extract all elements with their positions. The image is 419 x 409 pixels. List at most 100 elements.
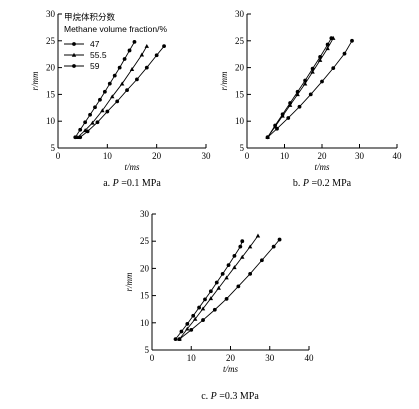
chart-a-caption: a. P =0.1 MPa <box>103 178 161 189</box>
chart-a-y-tick-label: 5 <box>51 143 56 153</box>
chart-b-point <box>329 36 334 41</box>
chart-b-point <box>303 78 308 83</box>
chart-b-point <box>295 89 300 94</box>
chart-a-legend-entry: 47 <box>90 39 100 49</box>
chart-c-point <box>208 296 214 301</box>
chart-c-point <box>191 313 196 318</box>
chart-c-y-tick-label: 10 <box>140 318 150 328</box>
chart-c-y-tick-label: 15 <box>140 291 150 301</box>
chart-a-point <box>117 65 122 70</box>
chart-a: 5 10 15 20 25 30 0 10 20 30 t/ms r/mm 甲烷体积分数 Methane … <box>30 9 211 189</box>
chart-b-ylabel: r/mm <box>219 71 229 91</box>
chart-c-ylabel: r/mm <box>124 272 134 292</box>
chart-a-x-tick-label: 20 <box>152 151 162 161</box>
chart-c-point <box>197 305 202 310</box>
chart-b-x-tick-label: 30 <box>355 151 365 161</box>
chart-b-x-tick-label: 20 <box>318 151 328 161</box>
chart-c-point <box>185 321 190 326</box>
chart-a-point <box>127 48 132 53</box>
chart-a-x-tick-label: 0 <box>56 151 61 161</box>
chart-a-y-tick-label: 25 <box>46 36 56 46</box>
chart-b: 5 10 15 20 25 30 0 10 20 30 40 t/ms r/mm b. P =0.2 MP… <box>219 9 402 189</box>
chart-c-caption: c. P =0.3 MPa <box>201 391 259 402</box>
chart-b-point <box>310 69 315 74</box>
chart-a-point <box>100 108 105 113</box>
chart-b-point <box>320 79 324 84</box>
chart-b-point <box>265 135 270 140</box>
chart-a-series-55.5 <box>75 43 149 140</box>
chart-a-x-tick-label: 10 <box>103 151 113 161</box>
chart-c-series-55.5 <box>177 233 261 341</box>
chart-a-legend-marker <box>72 42 76 46</box>
chart-b-series-47 <box>265 38 354 140</box>
chart-b-point <box>318 54 323 59</box>
chart-c-point <box>238 244 243 249</box>
chart-c-point <box>212 307 217 312</box>
chart-a-point <box>90 120 95 125</box>
chart-b-point <box>325 46 330 51</box>
chart-c-point <box>226 263 231 268</box>
chart-b-y-tick-label: 10 <box>235 116 245 126</box>
chart-a-point <box>139 52 145 57</box>
chart-b-series-59 <box>265 36 334 140</box>
chart-a-y-tick-label: 15 <box>46 89 56 99</box>
chart-a-point <box>154 53 159 58</box>
chart-a-point <box>105 109 110 114</box>
chart-c-point <box>201 318 205 322</box>
chart-c-series-59 <box>173 239 245 342</box>
chart-b-point <box>280 112 285 117</box>
chart-b-caption: b. P =0.2 MPa <box>293 178 352 189</box>
chart-b-point <box>273 123 278 128</box>
chart-a-legend-entry: 55.5 <box>90 50 107 60</box>
chart-c-point <box>240 239 245 244</box>
chart-a-point <box>132 39 137 44</box>
chart-a-legend-title-en: Methane volume fraction/% <box>64 24 167 34</box>
chart-c-point <box>247 244 253 249</box>
chart-b-point <box>342 51 347 56</box>
chart-c-point <box>173 337 178 342</box>
chart-a-point <box>73 135 78 140</box>
chart-a-point <box>98 97 102 102</box>
chart-a-legend-title-cn: 甲烷体积分数 <box>64 12 116 22</box>
chart-b-x-tick-label: 0 <box>245 151 250 161</box>
chart-b-point <box>325 42 330 47</box>
chart-c-point <box>277 237 282 242</box>
chart-c-point <box>224 275 229 280</box>
chart-b-series-line <box>267 37 332 138</box>
chart-c-x-tick-label: 20 <box>226 353 236 363</box>
chart-a-point <box>82 128 88 133</box>
chart-a-point <box>162 44 166 49</box>
chart-c-point <box>220 271 225 276</box>
chart-a-legend-marker <box>71 52 77 57</box>
chart-c-point <box>232 253 237 258</box>
chart-b-x-tick-label: 10 <box>280 151 290 161</box>
chart-b-point <box>302 81 308 86</box>
chart-c-point <box>236 284 241 289</box>
chart-c-x-tick-label: 30 <box>265 353 275 363</box>
chart-a-ylabel: r/mm <box>30 71 40 91</box>
chart-a-point <box>110 94 115 99</box>
chart-c-series-line <box>179 239 280 340</box>
chart-c-point <box>224 296 229 301</box>
chart-c-y-tick-label: 30 <box>140 209 150 219</box>
chart-a-point <box>88 112 92 117</box>
chart-b-point <box>317 57 323 62</box>
chart-c-point <box>192 316 198 321</box>
chart-a-series-line <box>77 45 148 138</box>
chart-c-x-tick-label: 40 <box>305 353 315 363</box>
chart-c-y-tick-label: 5 <box>145 345 150 355</box>
chart-a-point <box>85 129 90 134</box>
chart-b-y-tick-label: 30 <box>235 9 245 19</box>
chart-a-point <box>119 81 125 86</box>
chart-c-point <box>177 336 182 341</box>
chart-b-y-tick-label: 5 <box>240 143 245 153</box>
chart-c-point <box>271 244 276 249</box>
chart-c-point <box>255 233 261 238</box>
chart-a-point <box>112 73 117 78</box>
chart-c-point <box>189 327 194 332</box>
chart-c-y-tick-label: 25 <box>140 236 150 246</box>
chart-a-point <box>122 57 127 61</box>
chart-a-point <box>129 67 135 71</box>
chart-a-legend-entry: 59 <box>90 61 100 71</box>
chart-b-point <box>295 92 300 97</box>
